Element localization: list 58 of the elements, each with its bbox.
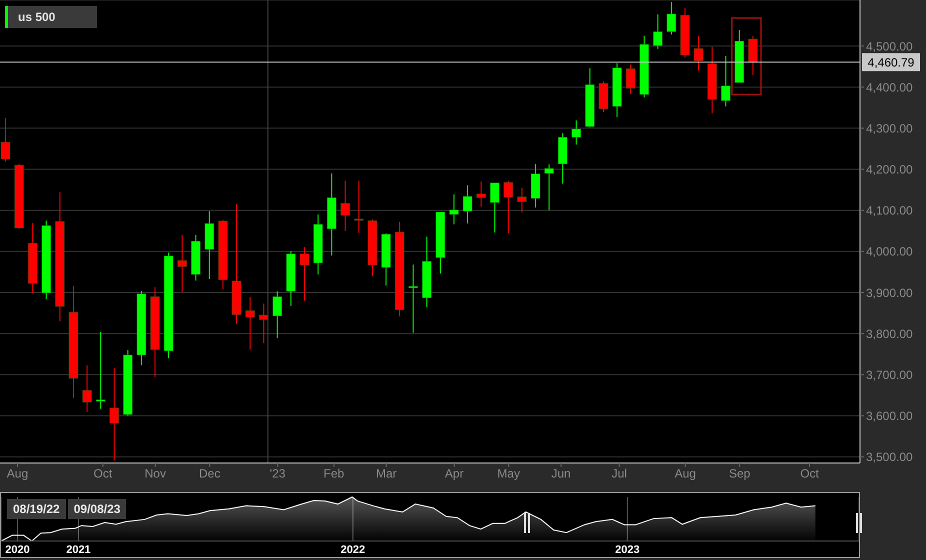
candlestick: [544, 164, 554, 211]
candlestick: [504, 180, 514, 234]
x-tick-label: Apr: [444, 466, 464, 481]
x-tick-label: Jul: [612, 466, 627, 481]
y-tick-label: 4,400.00: [866, 80, 914, 94]
candlestick: [177, 234, 187, 293]
annotation: 08/19/22: [7, 499, 66, 519]
candlestick: [571, 120, 582, 146]
candlestick: [517, 187, 527, 213]
y-tick-label: 4,500.00: [866, 39, 914, 54]
candlestick: [694, 36, 704, 72]
y-tick-label: 3,600.00: [866, 409, 914, 424]
annotation: 09/08/23: [68, 499, 126, 519]
candlestick: [626, 64, 636, 95]
candlestick: [340, 180, 350, 232]
ref-line-label: 4,460.79: [868, 56, 915, 70]
candlestick: [449, 194, 459, 225]
x-tick-label: Sep: [728, 466, 751, 481]
candlestick: [300, 246, 310, 302]
y-tick-label: 4,200.00: [866, 162, 914, 177]
candlestick: [245, 296, 255, 350]
x-tick-label: 2020: [5, 544, 30, 556]
y-tick-label: 4,000.00: [866, 244, 914, 259]
candlestick: [272, 290, 282, 339]
text: us 500: [18, 10, 56, 24]
y-tick-label: 3,700.00: [866, 368, 914, 382]
x-tick-label: 2021: [66, 544, 91, 556]
y-tick-label: 4,300.00: [866, 121, 914, 136]
candlestick: [490, 182, 500, 234]
x-tick-label: Mar: [376, 466, 397, 481]
candlestick: [96, 331, 106, 410]
x-tick-label: 2022: [340, 544, 366, 556]
y-tick-label: 3,800.00: [866, 326, 914, 341]
candlestick: [82, 364, 92, 413]
candlestick: [109, 368, 120, 462]
candlestick: [354, 180, 364, 234]
candlestick: [720, 55, 731, 107]
y-tick-label: 4,100.00: [866, 204, 914, 218]
x-tick-label: Nov: [144, 466, 166, 481]
candlestick: [0, 117, 10, 162]
candlestick: [666, 2, 676, 36]
candlestick: [748, 36, 758, 76]
x-tick-label: Aug: [6, 466, 28, 481]
y-tick-label: 3,500.00: [866, 450, 914, 464]
x-tick-label: '23: [270, 466, 286, 481]
candlestick: [476, 181, 486, 208]
x-tick-label: Dec: [198, 466, 220, 481]
candlestick: [462, 184, 472, 224]
candlestick: [408, 264, 418, 334]
y-tick-label: 3,900.00: [866, 286, 914, 300]
x-tick-label: 2023: [615, 544, 640, 556]
candlestick: [653, 14, 663, 50]
x-tick-label: Oct: [800, 466, 820, 481]
x-tick-label: Oct: [94, 466, 113, 481]
x-tick-label: Feb: [324, 466, 345, 481]
x-tick-label: Jun: [551, 466, 571, 481]
x-tick-label: Aug: [674, 466, 696, 481]
x-tick-label: May: [497, 466, 520, 481]
